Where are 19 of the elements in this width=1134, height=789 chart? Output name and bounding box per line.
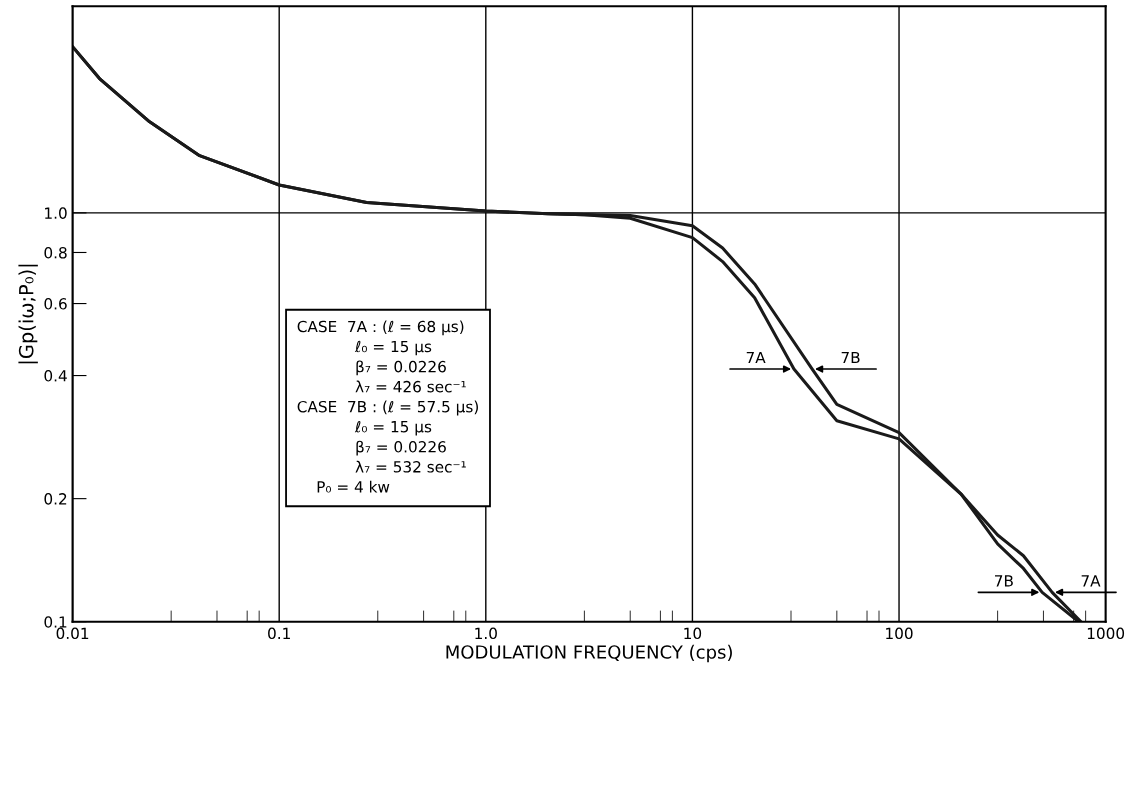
y-axis-title: |Gp(iω;P₀)| <box>18 264 38 364</box>
y-tick-label: 1.0 <box>45 207 67 219</box>
annotation: 7A <box>746 351 766 364</box>
y-tick-label: 0.8 <box>44 246 67 259</box>
y-tick-label: 0.1 <box>44 616 67 628</box>
annotation: 7A <box>1081 575 1101 587</box>
annotation: 7B <box>995 575 1013 587</box>
x-tick-label: 1.0 <box>475 627 497 640</box>
x-tick-label: 0.1 <box>268 627 290 640</box>
y-tick-label: 0.2 <box>44 493 67 505</box>
x-axis-title: MODULATION FREQUENCY (cps) <box>446 644 732 663</box>
y-tick-label: 0.6 <box>44 298 67 310</box>
x-tick-label: 1000 <box>1087 627 1125 640</box>
y-tick-label: 0.4 <box>44 370 67 382</box>
x-tick-label: 10 <box>684 627 702 640</box>
annotation: 7B <box>841 351 860 364</box>
x-tick-label: 100 <box>886 627 913 640</box>
x-tick-label: 0.01 <box>56 627 89 640</box>
text: CASE 7A : (ℓ = 68 μs) ℓ₀ = 15 μs β₇ = 0.0226 λ₇ = 426 sec⁻¹ CASE 7B : (ℓ = 57.5 μs) ℓ₀ = 15 μs β₇ = 0.0226 λ₇ = 532 sec⁻¹ P₀ = 4 kw <box>297 320 478 493</box>
